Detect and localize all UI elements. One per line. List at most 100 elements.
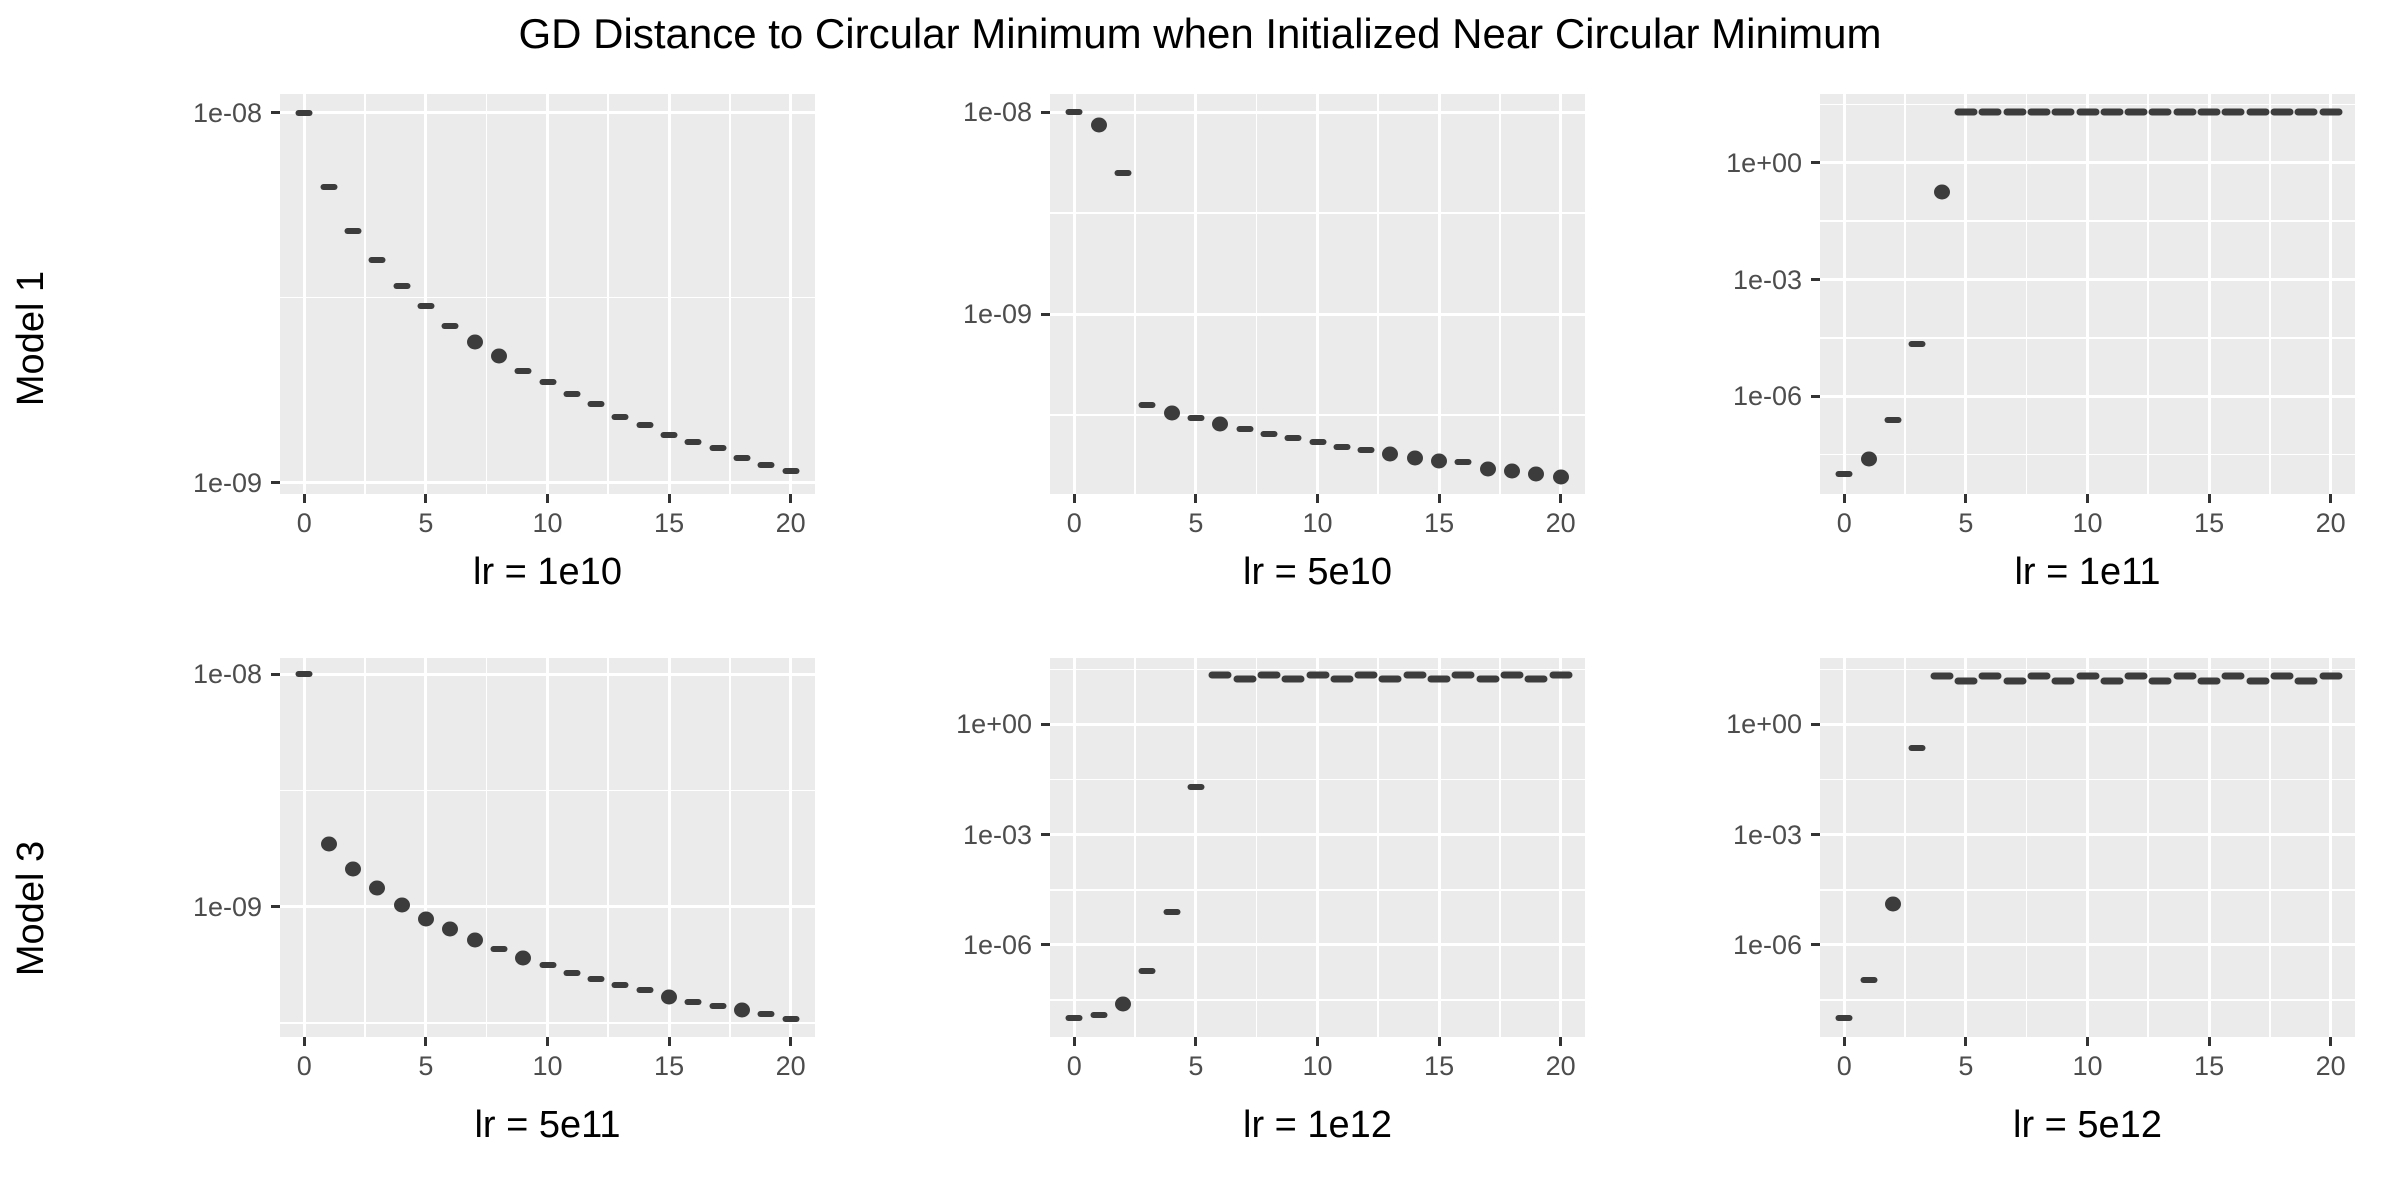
data-point [563, 969, 581, 976]
gridline-x-minor [1377, 94, 1380, 494]
data-point [1860, 451, 1877, 467]
gridline-x-minor [607, 658, 610, 1037]
chart-title: GD Distance to Circular Minimum when Ini… [518, 10, 1882, 57]
y-axis-tick-label: 1e-08 [192, 97, 262, 128]
x-axis-tick [302, 494, 306, 503]
data-point [2148, 108, 2172, 116]
plot-panel [1050, 658, 1585, 1037]
x-axis-tick [424, 494, 428, 503]
plot-panel [280, 94, 815, 494]
data-point [539, 379, 556, 386]
x-axis-tick-label: 15 [2194, 1051, 2225, 1081]
data-point [733, 454, 751, 461]
x-axis-tick [1559, 494, 1563, 503]
data-point [1908, 744, 1926, 751]
gridline-x-major [1559, 94, 1563, 494]
data-point [1306, 671, 1329, 679]
x-axis-tick [1559, 1037, 1563, 1046]
data-point [1500, 671, 1524, 679]
data-point [2197, 677, 2221, 685]
y-axis-tick [1811, 278, 1820, 282]
y-axis-tick-label: 1e+00 [956, 709, 1032, 740]
facet-cell-lr-1e11: 1e+00 1e-03 1e-06 0 5 10 15 20 lr = 1e11 [1605, 60, 2375, 617]
data-point [417, 303, 435, 310]
data-point [1403, 671, 1427, 679]
data-point [393, 897, 410, 913]
x-axis-tick-label: 0 [1066, 508, 1082, 538]
data-point [1549, 671, 1573, 679]
data-point [1065, 1015, 1083, 1022]
gridline-y-major [1820, 161, 2355, 165]
data-point [1930, 672, 1954, 680]
data-point [1233, 675, 1257, 683]
data-point [660, 431, 678, 438]
y-axis-tick [271, 905, 280, 909]
gridline-x-major [546, 94, 549, 494]
y-axis-tick-label: 1e-09 [192, 891, 262, 922]
data-point [2124, 672, 2148, 680]
data-point [1284, 434, 1302, 441]
y-axis-tick [1811, 833, 1820, 837]
y-axis-tick [1041, 943, 1050, 947]
gridline-y-major [1820, 278, 2355, 282]
x-axis-title: lr = 5e10 [1243, 551, 1392, 593]
data-point [2124, 108, 2148, 116]
data-point [1065, 109, 1083, 116]
gridline-x-minor [729, 94, 731, 494]
data-point [709, 445, 727, 452]
data-point [1163, 908, 1181, 915]
x-axis-tick [1842, 1037, 1846, 1046]
x-axis-tick [2086, 494, 2089, 503]
x-axis-tick [2207, 494, 2211, 503]
x-axis-tick-label: 20 [1545, 1051, 1576, 1081]
facet-cell-lr-5e10: 1e-08 1e-09 0 5 10 15 20 lr = 5e10 [835, 60, 1605, 617]
data-point [514, 368, 532, 375]
data-point [1333, 443, 1351, 450]
x-axis-tick [1316, 494, 1319, 503]
x-axis-tick-label: 0 [1066, 1051, 1082, 1081]
gridline-x-minor [1377, 658, 1380, 1037]
gridline-y-major [280, 672, 815, 676]
y-axis-tick [1811, 722, 1820, 726]
data-point [2003, 677, 2027, 685]
x-axis-tick-label: 10 [1302, 1051, 1333, 1081]
plot-panel [1820, 658, 2355, 1037]
gridline-x-major [1964, 94, 1968, 494]
gridline-x-minor [2269, 658, 2271, 1037]
gridline-x-major [2207, 658, 2211, 1037]
data-point [2003, 108, 2027, 116]
gridline-x-major [1194, 658, 1198, 1037]
data-point [2076, 672, 2099, 680]
gridline-x-minor [364, 94, 366, 494]
gridline-x-major [1559, 658, 1563, 1037]
data-point [1163, 405, 1180, 421]
data-point [1476, 675, 1500, 683]
x-axis-tick-label: 0 [296, 508, 312, 538]
y-axis-tick-label: 1e-03 [1732, 819, 1802, 850]
gridline-y-major [280, 481, 815, 485]
data-point [1552, 469, 1569, 485]
x-axis-tick [1194, 1037, 1198, 1046]
data-point [1090, 117, 1107, 133]
data-point [1187, 415, 1205, 422]
y-axis-tick [1811, 943, 1820, 947]
data-point [1978, 672, 2002, 680]
data-point [466, 334, 483, 350]
row-label-text: Model 1 [10, 270, 53, 407]
facet-cell-lr-1e10: 1e-08 1e-09 0 5 10 15 20 lr = 1e10 [65, 60, 835, 617]
row-label-model-1: Model 1 [0, 60, 64, 617]
x-axis-tick-label: 5 [1188, 508, 1204, 538]
data-point [1406, 450, 1423, 466]
y-axis-tick [1811, 394, 1820, 398]
data-point [1908, 341, 1926, 348]
gridline-y-major [1050, 722, 1585, 726]
data-point [1260, 430, 1278, 437]
gridline-x-minor [1499, 94, 1501, 494]
gridline-x-major [2329, 94, 2333, 494]
data-point [466, 932, 483, 948]
data-point [563, 390, 581, 397]
y-axis-tick-label: 1e+00 [1726, 709, 1802, 740]
data-point [2100, 108, 2124, 116]
gridline-x-minor [729, 658, 731, 1037]
